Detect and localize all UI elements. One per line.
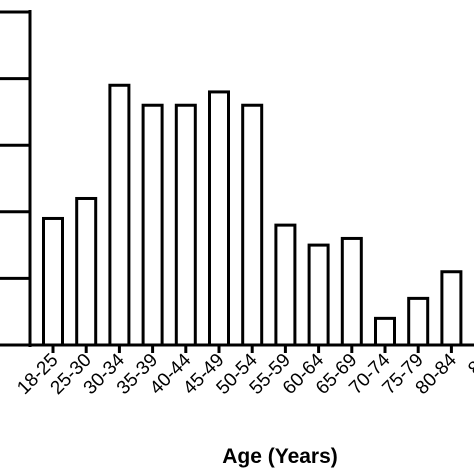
x-axis: 18-2525-3030-3435-3940-4445-4950-5455-59… <box>13 343 474 399</box>
bars <box>42 83 463 347</box>
x-axis-title: Age (Years) <box>222 445 338 468</box>
bar-65-69 <box>340 236 363 347</box>
bar-40-44 <box>174 103 197 347</box>
bar-70-74 <box>374 316 396 347</box>
bar-18-25 <box>42 216 64 347</box>
bar-45-49 <box>208 90 230 347</box>
bar-50-54 <box>241 103 264 347</box>
bar-35-39 <box>141 103 164 347</box>
bar-25-30 <box>75 196 98 347</box>
bar-55-59 <box>274 223 297 347</box>
x-tick-label-85: 85 <box>464 350 474 380</box>
bar-60-64 <box>307 243 330 347</box>
y-axis <box>0 10 32 347</box>
bar-30-34 <box>108 83 131 347</box>
bar-80-84 <box>440 270 463 347</box>
bar-75-79 <box>407 296 430 347</box>
